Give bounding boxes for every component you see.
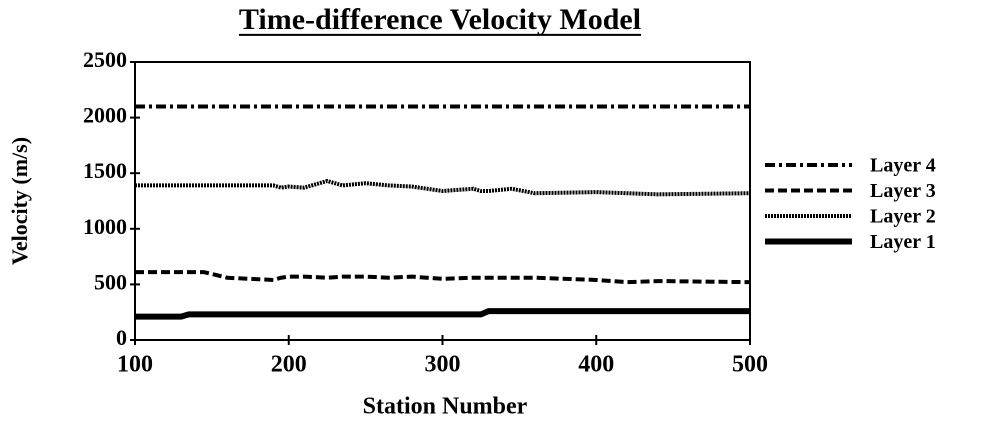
- x-tick-label: 200: [271, 352, 307, 378]
- plot-frame: [134, 61, 751, 341]
- y-tick-label: 2500: [83, 47, 127, 72]
- series-line: [135, 178, 751, 197]
- legend-label: Layer 3: [870, 180, 936, 202]
- x-tick-label: 500: [732, 352, 768, 378]
- x-tick-label: 400: [578, 352, 614, 378]
- chart-title: Time-difference Velocity Model: [239, 3, 641, 36]
- legend-label: Layer 2: [870, 206, 936, 228]
- legend-label: Layer 1: [870, 231, 936, 253]
- y-tick-label: 0: [116, 325, 127, 350]
- x-tick-label: 300: [425, 352, 461, 378]
- y-tick-label: 1500: [83, 158, 127, 183]
- x-tick-label: 100: [117, 352, 153, 378]
- series-line: [135, 308, 750, 320]
- y-axis-label: Velocity (m/s): [7, 137, 32, 265]
- y-tick-label: 500: [94, 269, 127, 294]
- legend-label: Layer 4: [870, 155, 936, 177]
- y-tick-label: 1000: [83, 214, 127, 239]
- x-axis-label: Station Number: [363, 394, 528, 420]
- series-line: [135, 270, 751, 285]
- y-tick-label: 2000: [83, 103, 127, 128]
